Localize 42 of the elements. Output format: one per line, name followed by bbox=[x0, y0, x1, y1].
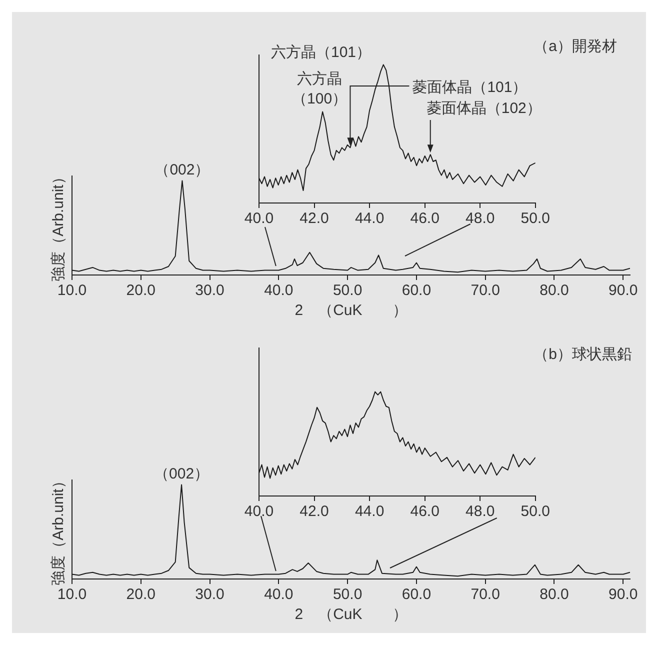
x-tick-label: 44.0 bbox=[354, 503, 384, 520]
x-axis-title: 2 （CuK ） bbox=[294, 302, 408, 320]
x-tick-label: 50.0 bbox=[520, 210, 550, 228]
chart-title: （a）開発材 bbox=[534, 37, 617, 56]
x-tick-label: 40.0 bbox=[264, 282, 294, 300]
y-axis-title: 強度（Arb.unit） bbox=[50, 474, 68, 586]
x-tick-label: 60.0 bbox=[402, 586, 432, 604]
x-tick-label: 30.0 bbox=[195, 282, 224, 300]
x-tick-label: 40.0 bbox=[264, 586, 294, 604]
x-tick-label: 10.0 bbox=[57, 586, 87, 604]
x-tick-label: 44.0 bbox=[354, 210, 384, 228]
x-tick-label: 42.0 bbox=[300, 503, 329, 520]
chart-title: （b）球状黒鉛 bbox=[534, 345, 632, 364]
x-tick-label: 20.0 bbox=[126, 586, 156, 604]
x-tick-label: 46.0 bbox=[410, 210, 440, 228]
x-tick-label: 40.0 bbox=[244, 503, 274, 520]
x-axis-title: 2 （CuK ） bbox=[294, 606, 408, 624]
x-tick-label: 20.0 bbox=[126, 282, 156, 300]
x-tick-label: 30.0 bbox=[195, 586, 224, 604]
x-tick-label: 50.0 bbox=[332, 586, 362, 604]
x-tick-label: 48.0 bbox=[466, 503, 495, 520]
y-axis-title: 強度（Arb.unit） bbox=[50, 170, 68, 282]
x-tick-label: 90.0 bbox=[608, 586, 638, 604]
x-tick-label: 42.0 bbox=[300, 210, 329, 228]
x-tick-label: 70.0 bbox=[470, 282, 500, 300]
text: 六方晶（101） bbox=[271, 44, 372, 61]
x-tick-label: 80.0 bbox=[540, 586, 569, 604]
x-tick-label: 90.0 bbox=[608, 282, 638, 300]
annotation: 菱面体晶（102） bbox=[426, 100, 542, 117]
x-tick-label: 48.0 bbox=[466, 210, 495, 228]
annotation: 菱面体晶（101） bbox=[412, 79, 528, 96]
annotation: （002） bbox=[154, 466, 210, 483]
annotation: （002） bbox=[154, 162, 210, 179]
x-tick-label: 50.0 bbox=[520, 503, 550, 520]
annotation: 六方晶（100） bbox=[292, 70, 348, 108]
x-tick-label: 46.0 bbox=[410, 503, 440, 520]
x-tick-label: 60.0 bbox=[402, 282, 432, 300]
x-tick-label: 50.0 bbox=[332, 282, 362, 300]
x-tick-label: 80.0 bbox=[540, 282, 569, 300]
x-tick-label: 10.0 bbox=[57, 282, 87, 300]
x-tick-label: 40.0 bbox=[244, 210, 274, 228]
x-tick-label: 70.0 bbox=[470, 586, 500, 604]
